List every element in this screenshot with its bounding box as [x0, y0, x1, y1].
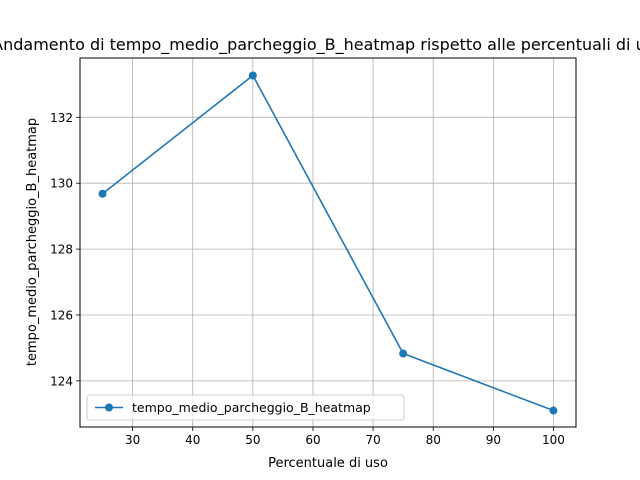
y-tick-label: 128	[50, 243, 73, 257]
x-tick-label: 50	[245, 433, 260, 447]
series-layer	[98, 71, 558, 415]
legend-marker-swatch	[105, 403, 113, 412]
x-tick-label: 70	[365, 433, 380, 447]
chart-title: Andamento di tempo_medio_parcheggio_B_he…	[0, 35, 640, 55]
axes-frame	[79, 57, 577, 428]
x-axis-label: Percentuale di uso	[268, 456, 388, 471]
x-tick-label: 90	[486, 433, 501, 447]
y-tick-label: 126	[50, 308, 73, 322]
y-tick-label: 130	[50, 177, 73, 191]
y-tick-label: 132	[50, 111, 73, 125]
x-tick-label: 80	[426, 433, 441, 447]
x-tick-label: 60	[305, 433, 320, 447]
legend: tempo_medio_parcheggio_B_heatmap	[86, 394, 405, 421]
y-tick-label: 124	[50, 374, 73, 388]
legend-box	[86, 394, 405, 421]
data-point	[399, 349, 408, 358]
x-tick-label: 30	[125, 433, 140, 447]
x-tick-label: 40	[185, 433, 200, 447]
data-point	[98, 189, 107, 198]
series-line	[102, 74, 554, 412]
data-point	[549, 406, 558, 415]
x-tick-label: 100	[542, 433, 565, 447]
legend-label: tempo_medio_parcheggio_B_heatmap	[132, 400, 371, 415]
grid-lines	[80, 58, 576, 427]
y-axis-label: tempo_medio_parcheggio_B_heatmap	[25, 118, 40, 366]
x-axis-ticks: 30 40 50 60 70 80 90 100	[125, 427, 565, 447]
data-point	[248, 71, 257, 80]
y-axis-ticks: 124 126 128 130 132	[50, 111, 80, 388]
